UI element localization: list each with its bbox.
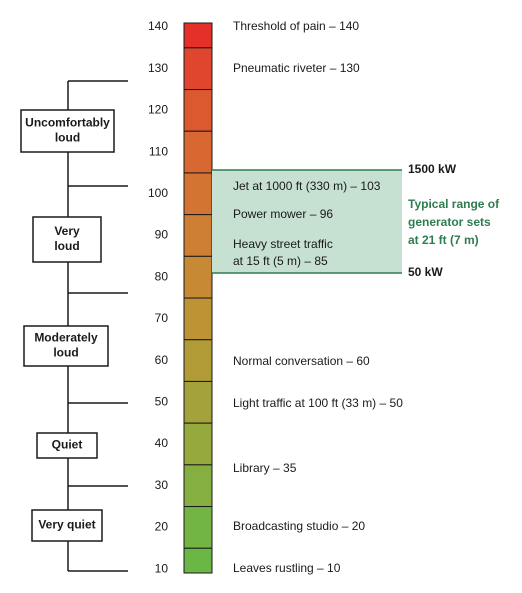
scale-segment — [183, 547, 213, 574]
scale-segment — [183, 506, 213, 549]
scale-segment — [183, 297, 213, 341]
example-label: Leaves rustling – 10 — [233, 561, 341, 575]
scale-label: 40 — [155, 436, 169, 450]
range-note: generator sets — [408, 215, 491, 229]
range-note: Typical range of — [408, 197, 500, 211]
scale-segment — [183, 130, 213, 174]
scale-label: 30 — [155, 478, 169, 492]
example-label: Broadcasting studio – 20 — [233, 519, 365, 533]
range-bottom-label: 50 kW — [408, 265, 443, 279]
example-label: Heavy street traffic — [233, 237, 333, 251]
category-box — [23, 325, 109, 367]
example-label: at 15 ft (5 m) – 85 — [233, 254, 328, 268]
category-label: Quiet — [52, 438, 83, 452]
scale-label: 100 — [148, 186, 168, 200]
category-label: Uncomfortably — [25, 116, 110, 130]
scale-segment — [183, 22, 213, 49]
scale-label: 120 — [148, 103, 168, 117]
range-note: at 21 ft (7 m) — [408, 233, 479, 247]
scale-segment — [183, 339, 213, 382]
scale-segment — [183, 255, 213, 299]
category-label: loud — [54, 239, 79, 253]
example-label: Normal conversation – 60 — [233, 354, 370, 368]
category-label: Very quiet — [38, 518, 95, 532]
scale-segment — [183, 422, 213, 466]
example-label: Power mower – 96 — [233, 207, 333, 221]
scale-segment — [183, 47, 213, 91]
scale-segment — [183, 464, 213, 508]
category-label: Moderately — [34, 331, 98, 345]
scale-segment — [183, 380, 213, 424]
generator-range — [212, 170, 402, 273]
scale-segment — [183, 89, 213, 132]
range-top-label: 1500 kW — [408, 162, 457, 176]
category-box — [31, 509, 103, 542]
category-label: loud — [53, 346, 78, 360]
category-label: Very — [54, 224, 80, 238]
scale-label: 20 — [155, 520, 169, 534]
scale-label: 70 — [155, 311, 169, 325]
scale-label: 10 — [155, 561, 169, 575]
example-label: Light traffic at 100 ft (33 m) – 50 — [233, 396, 403, 410]
scale-label: 50 — [155, 394, 169, 408]
scale-label: 130 — [148, 61, 168, 75]
example-label: Jet at 1000 ft (330 m) – 103 — [233, 179, 381, 193]
category-box — [32, 216, 102, 263]
example-label: Threshold of pain – 140 — [233, 19, 359, 33]
category-box — [20, 109, 115, 153]
category-box — [36, 432, 98, 459]
scale-label: 90 — [155, 228, 169, 242]
scale-segment — [183, 172, 213, 216]
scale-label: 110 — [149, 144, 168, 158]
example-label: Pneumatic riveter – 130 — [233, 61, 360, 75]
scale-label: 60 — [155, 353, 169, 367]
scale-segment — [183, 214, 213, 257]
category-label: loud — [55, 131, 80, 145]
scale-label: 140 — [148, 19, 168, 33]
scale-label: 80 — [155, 269, 169, 283]
example-label: Library – 35 — [233, 461, 297, 475]
